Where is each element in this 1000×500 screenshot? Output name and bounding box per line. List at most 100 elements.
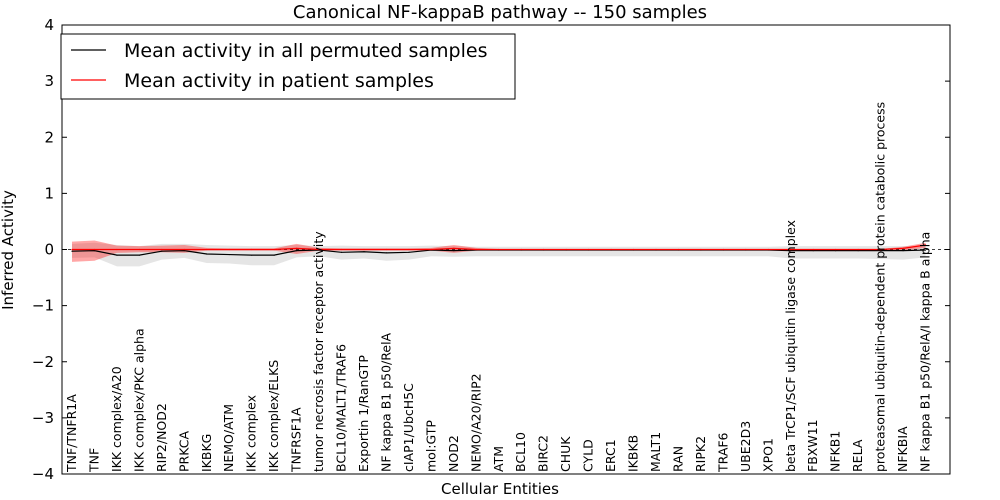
point-s0-14	[385, 252, 388, 254]
legend: Mean activity in all permuted samples Me…	[60, 33, 516, 100]
y-tick-label: 4	[44, 16, 54, 34]
x-axis-label: Cellular Entities	[441, 480, 559, 498]
x-tick-label: IKK complex/PKC alpha	[131, 328, 146, 472]
y-tick-label: −4	[32, 465, 54, 483]
point-s1-22	[565, 248, 567, 251]
point-s0-2	[116, 254, 118, 256]
point-s1-29	[722, 248, 724, 251]
legend-box	[60, 33, 516, 100]
point-s0-17	[453, 250, 455, 252]
x-tick-label: RIPK2	[693, 436, 708, 472]
x-tick-label: TRAF6	[715, 432, 730, 473]
point-s1-37	[902, 247, 904, 249]
point-s0-15	[408, 251, 410, 253]
legend-label-permuted: Mean activity in all permuted samples	[124, 40, 487, 62]
x-tick-label: PRKCA	[176, 431, 191, 472]
x-tick-label: UBE2D3	[738, 421, 753, 472]
y-tick-label: −2	[32, 353, 54, 371]
point-s1-26	[655, 248, 657, 251]
point-s1-27	[677, 248, 680, 251]
point-s1-16	[430, 248, 432, 251]
point-s1-21	[543, 248, 545, 251]
point-s1-7	[228, 248, 230, 251]
point-s1-24	[610, 248, 612, 251]
x-tick-label: IKK complex	[244, 395, 259, 472]
point-s1-34	[835, 248, 837, 251]
point-s1-13	[363, 248, 365, 251]
point-s1-12	[340, 248, 343, 251]
point-s0-6	[206, 253, 208, 255]
x-tick-label: NOD2	[446, 435, 461, 472]
x-tick-label: MALT1	[648, 432, 663, 472]
point-s0-34	[835, 250, 837, 252]
point-s1-35	[857, 248, 859, 251]
x-tick-label: TNFRSF1A	[289, 407, 304, 473]
point-s1-1	[93, 248, 96, 251]
x-tick-label: NFKB1	[828, 431, 843, 472]
point-s0-9	[273, 254, 275, 256]
point-s1-30	[745, 248, 747, 251]
series-lines	[71, 244, 927, 256]
x-tick-label: CHUK	[558, 436, 573, 472]
point-s0-37	[902, 250, 904, 252]
x-tick-label: IKK complex/ELKS	[266, 360, 281, 472]
point-s0-33	[812, 250, 814, 252]
point-s0-5	[183, 250, 185, 252]
x-tick-label: ERC1	[603, 439, 618, 472]
x-tick-label: NF kappa B1 p50/RelA/I kappa B alpha	[918, 232, 933, 472]
point-s1-5	[183, 248, 185, 251]
x-tick-label: tumor necrosis factor receptor activity	[311, 231, 326, 472]
point-s0-4	[161, 250, 163, 252]
confidence-bands	[62, 240, 950, 267]
point-s0-12	[340, 251, 343, 253]
legend-label-patient: Mean activity in patient samples	[124, 70, 434, 92]
chart-title: Canonical NF-kappaB pathway -- 150 sampl…	[293, 2, 707, 23]
x-tick-label: IKBKB	[626, 435, 641, 472]
x-tick-label: ATM	[491, 446, 506, 472]
point-s0-10	[296, 250, 298, 252]
point-s1-15	[408, 248, 410, 251]
point-s1-18	[475, 248, 477, 251]
point-s1-38	[924, 244, 927, 246]
y-tick-label: 3	[44, 72, 54, 90]
point-s0-35	[857, 250, 859, 252]
y-axis-ticks: −4 −3 −2 −1 0 1 2 3 4	[32, 16, 950, 483]
y-tick-label: 2	[44, 128, 54, 146]
x-tick-label: RIP2/NOD2	[154, 403, 169, 472]
point-s1-0	[71, 248, 73, 251]
y-tick-label: 1	[44, 184, 54, 202]
x-tick-label: IKK complex/A20	[109, 366, 124, 472]
point-s1-31	[767, 248, 769, 251]
point-s0-38	[924, 249, 927, 251]
y-axis-label: Inferred Activity	[0, 190, 17, 310]
point-s1-25	[632, 248, 635, 251]
point-s1-10	[296, 247, 298, 249]
x-tick-label: proteasomal ubiquitin-dependent protein …	[873, 102, 888, 472]
point-s0-7	[228, 253, 230, 256]
x-tick-label: RAN	[670, 446, 685, 472]
point-s1-19	[498, 248, 500, 251]
point-s0-8	[251, 254, 253, 256]
y-tick-label: 0	[44, 241, 54, 259]
x-tick-label: XPO1	[760, 438, 775, 472]
point-s1-11	[318, 248, 320, 251]
point-s1-4	[161, 248, 163, 251]
point-s1-36	[880, 248, 882, 251]
x-tick-label: NEMO/A20/RIP2	[468, 373, 483, 472]
x-tick-label: BCL10/MALT1/TRAF6	[334, 344, 349, 472]
x-tick-label: cIAP1/UbcH5C	[401, 383, 416, 472]
y-tick-label: −3	[32, 409, 54, 427]
plot-frame	[61, 24, 951, 475]
y-tick-label: −1	[32, 297, 54, 315]
point-s1-3	[138, 248, 140, 251]
point-s0-36	[880, 250, 882, 252]
point-s0-0	[71, 250, 73, 252]
x-tick-label: NF kappa B1 p50/RelA	[378, 332, 393, 472]
point-s1-20	[520, 248, 522, 251]
point-s1-33	[812, 248, 814, 251]
x-tick-label: Exportin 1/RanGTP	[356, 355, 371, 472]
point-s0-32	[790, 250, 792, 252]
x-tick-label: IKBKG	[199, 434, 214, 472]
x-tick-label: BCL10	[513, 432, 528, 472]
x-tick-label: NFKBIA	[895, 426, 910, 472]
